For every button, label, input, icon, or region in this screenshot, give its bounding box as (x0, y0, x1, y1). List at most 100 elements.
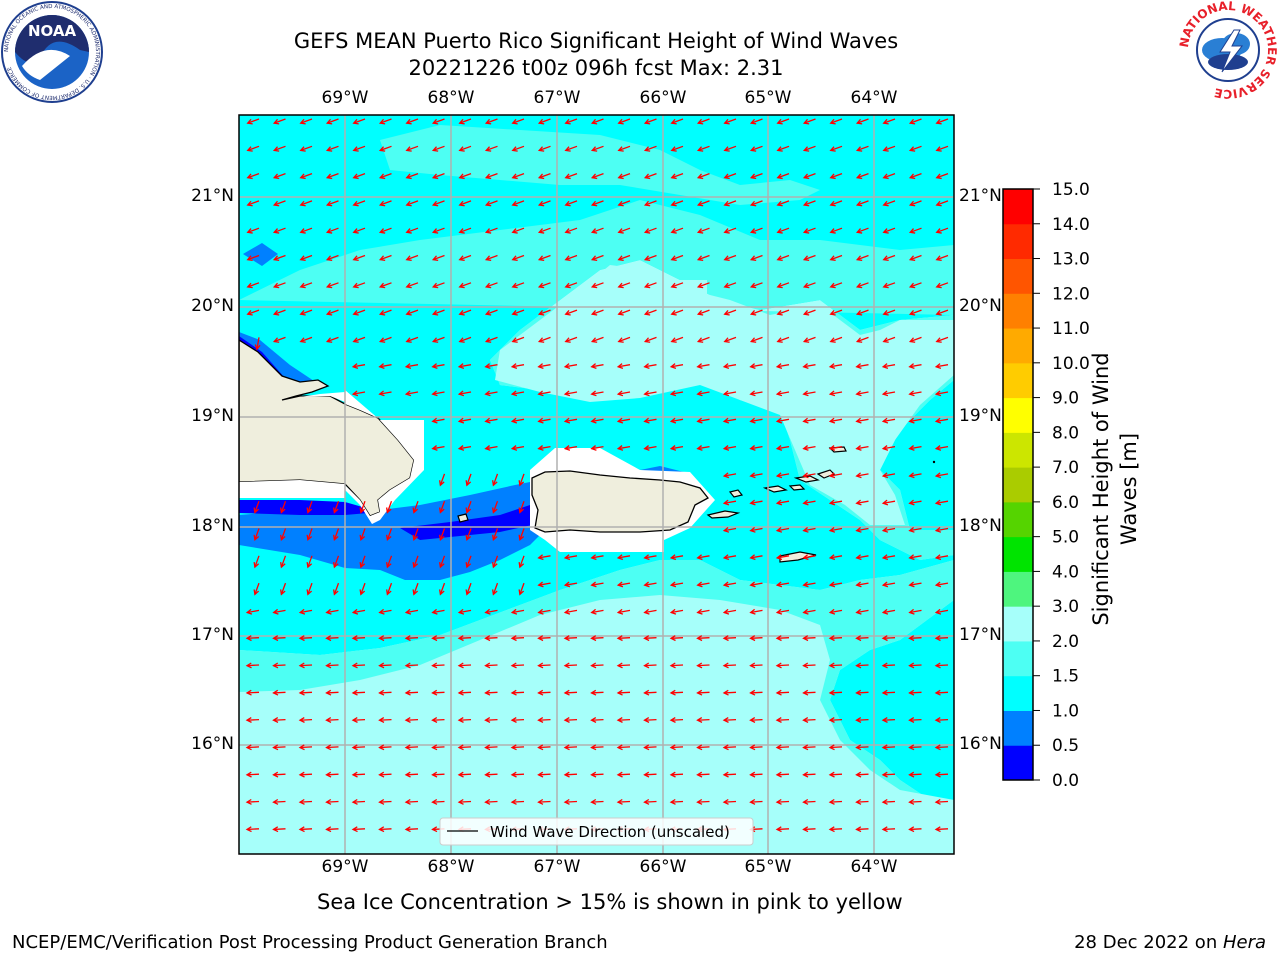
wind-wave-arrow-head (564, 173, 571, 180)
wind-wave-arrow-head (855, 173, 863, 180)
wind-wave-arrow-head (775, 417, 783, 424)
wind-wave-arrow-head (272, 173, 280, 180)
wind-wave-arrow-shaft (485, 418, 498, 423)
wind-wave-arrow-shaft (592, 200, 604, 206)
wind-wave-arrow-head (518, 534, 525, 542)
legend-label: Wind Wave Direction (unscaled) (490, 823, 730, 841)
wind-wave-arrow-head (298, 608, 306, 615)
wind-wave-arrow-head (280, 534, 286, 542)
wind-wave-arrow-head (935, 255, 942, 261)
wind-wave-arrow-head (404, 771, 411, 778)
wind-wave-arrow-head (934, 744, 941, 751)
wind-wave-arrow-head (749, 581, 756, 588)
wind-wave-arrow-shaft (538, 582, 551, 586)
wind-wave-arrow-shaft (300, 609, 313, 614)
wind-wave-arrow-shaft (883, 309, 896, 315)
wind-wave-arrow-head (298, 662, 305, 669)
wind-wave-arrow-shaft (432, 773, 445, 776)
wind-wave-arrow-shaft (750, 582, 763, 586)
wind-wave-arrow-head (492, 534, 498, 542)
wind-wave-arrow-shaft (511, 664, 525, 667)
wind-wave-arrow-shaft (592, 336, 604, 343)
wind-wave-arrow-head (749, 554, 756, 561)
wind-wave-arrow-shaft (439, 500, 446, 513)
wind-wave-arrow-head (537, 445, 544, 451)
sea-ice-note: Sea Ice Concentration > 15% is shown in … (317, 890, 903, 914)
latitude-label-left: 20°N (191, 296, 234, 316)
wind-wave-arrow-shaft (644, 664, 657, 667)
wind-wave-arrow-head (855, 635, 862, 642)
wind-wave-arrow-shaft (246, 773, 260, 776)
wind-wave-arrow-shaft (247, 145, 260, 152)
wind-wave-arrow-head (298, 717, 305, 723)
wind-wave-arrow-head (378, 255, 386, 261)
wind-wave-arrow-shaft (803, 691, 816, 694)
wind-wave-arrow-head (617, 200, 624, 207)
wind-wave-arrow-head (492, 589, 498, 596)
wind-wave-arrow-head (272, 118, 280, 125)
wind-wave-arrow-head (616, 771, 623, 778)
wind-wave-arrow-shaft (856, 445, 869, 450)
wind-wave-arrow-head (828, 499, 836, 506)
wind-wave-arrow-head (537, 417, 544, 424)
wind-wave-arrow-head (590, 608, 597, 615)
wind-wave-arrow-shaft (777, 418, 790, 423)
wind-wave-arrow-head (881, 717, 888, 723)
wind-wave-arrow-head (616, 581, 624, 588)
wind-wave-arrow-head (908, 472, 915, 479)
wind-wave-arrow-shaft (645, 118, 657, 124)
wind-wave-arrow-shaft (246, 637, 260, 639)
wind-wave-arrow-head (405, 146, 412, 152)
wind-wave-arrow-shaft (617, 746, 631, 749)
wind-wave-arrow-shaft (670, 800, 684, 803)
wind-wave-arrow-shaft (538, 555, 551, 559)
wind-wave-arrow-shaft (910, 118, 922, 124)
wind-wave-arrow-head (431, 445, 438, 451)
wind-wave-arrow-head (537, 255, 545, 261)
wind-wave-arrow-head (245, 717, 252, 723)
wind-wave-arrow-head (855, 554, 862, 561)
wind-wave-arrow-head (272, 798, 279, 805)
wind-wave-arrow-shaft (617, 637, 631, 639)
wind-wave-arrow-head (934, 826, 941, 833)
wind-wave-arrow-shaft (486, 200, 498, 206)
wind-wave-arrow-shaft (459, 172, 472, 179)
wind-wave-arrow-head (828, 826, 835, 833)
wind-wave-arrow-head (749, 228, 757, 234)
wind-wave-arrow-head (669, 771, 676, 778)
wind-wave-arrow-shaft (274, 172, 286, 179)
wind-wave-arrow-head (590, 717, 597, 723)
wind-wave-arrow-head (669, 363, 677, 369)
wind-wave-arrow-head (855, 337, 863, 343)
wind-wave-arrow-shaft (327, 118, 339, 124)
wind-wave-arrow-head (723, 118, 730, 125)
wind-wave-arrow-shaft (280, 500, 287, 513)
wind-wave-arrow-head (855, 310, 863, 316)
wind-wave-arrow-head (352, 310, 359, 316)
wind-wave-arrow-shaft (386, 528, 393, 540)
wind-wave-arrow-head (802, 228, 810, 234)
wind-wave-arrow-shaft (360, 500, 366, 513)
wind-wave-arrow-head (775, 472, 783, 479)
wind-wave-arrow-shaft (380, 227, 392, 233)
wind-wave-arrow-head (246, 228, 253, 234)
wind-wave-arrow-head (590, 744, 597, 751)
wind-wave-arrow-head (908, 417, 915, 424)
wind-wave-arrow-shaft (829, 773, 843, 776)
wind-wave-arrow-shaft (777, 172, 790, 179)
wind-wave-arrow-head (404, 608, 412, 615)
wind-wave-arrow-shaft (750, 445, 763, 450)
wind-wave-arrow-shaft (856, 418, 869, 423)
wind-wave-arrow-shaft (857, 309, 869, 315)
wind-wave-arrow-shaft (644, 800, 657, 803)
wind-wave-arrow-head (537, 662, 544, 669)
wind-wave-arrow-head (696, 689, 703, 696)
wind-wave-arrow-head (908, 662, 915, 669)
wind-wave-arrow-shaft (856, 773, 869, 776)
wind-wave-arrow-head (722, 635, 729, 642)
wind-wave-arrow-shaft (565, 118, 578, 124)
wind-wave-arrow-head (643, 282, 651, 289)
wind-wave-arrow-head (484, 689, 491, 696)
wind-wave-arrow-head (855, 146, 863, 152)
puerto-rico-land (531, 470, 709, 533)
